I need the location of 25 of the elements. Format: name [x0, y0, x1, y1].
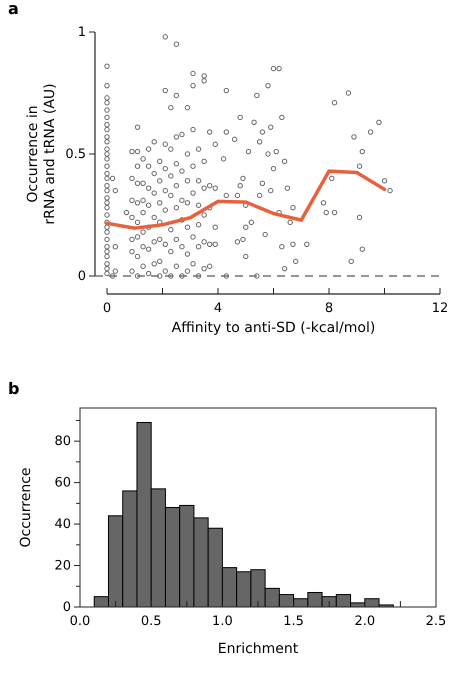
y-tick-label: 20 [54, 558, 71, 574]
x-tick-label: 1.5 [283, 614, 304, 629]
line-series [105, 169, 386, 230]
x-tick-label: 0.5 [140, 614, 162, 629]
x-tick-label: 2.5 [426, 614, 446, 629]
x-axis-title: Affinity to anti-SD (-kcal/mol) [172, 320, 376, 336]
y-tick-label: 0.5 [65, 147, 86, 162]
chart-title: b [8, 379, 20, 398]
y-tick-label: 60 [54, 476, 71, 491]
x-tick-label: 0 [102, 301, 112, 316]
x-tick-label: 1.0 [212, 614, 233, 629]
x-axis-title: Enrichment [218, 641, 299, 657]
chart-title: a [8, 0, 19, 18]
x-tick-label: 2.0 [354, 614, 376, 629]
y-axis-title: Occurrence [18, 467, 34, 548]
y-axis-title: Occurrence in rRNA and tRNA (AU) [25, 83, 58, 225]
x-tick-label: 8 [324, 301, 334, 316]
y-tick-label: 40 [54, 517, 71, 532]
x-tick-label: 12 [432, 301, 448, 316]
y-tick-label: 1 [78, 25, 86, 40]
y-tick-label: 80 [54, 434, 71, 450]
x-tick-label: 4 [214, 301, 222, 316]
y-tick-label: 0 [78, 269, 86, 284]
y-tick-label: 0 [62, 600, 71, 615]
x-tick-label: 0.0 [70, 614, 90, 629]
